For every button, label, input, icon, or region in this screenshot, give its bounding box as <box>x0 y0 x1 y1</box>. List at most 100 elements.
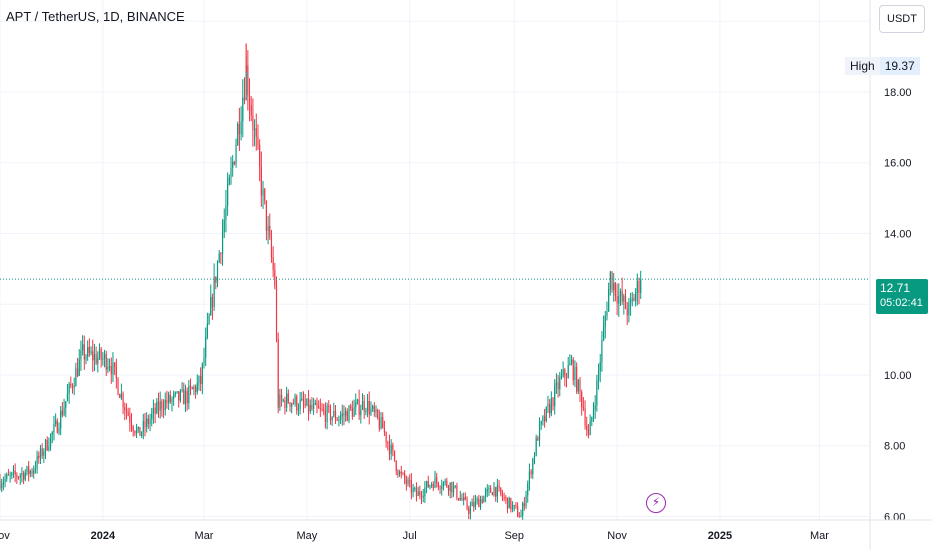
candle-body <box>449 482 451 492</box>
candle-body <box>114 362 116 367</box>
candle-body <box>21 473 23 476</box>
candle-body <box>43 451 45 456</box>
x-tick-label: Jul <box>403 530 417 542</box>
candle-body <box>98 348 101 358</box>
candle-body <box>372 406 374 409</box>
candle-body <box>618 296 620 304</box>
candle-body <box>252 115 254 131</box>
candle-body <box>120 393 122 398</box>
candle-body <box>247 65 249 96</box>
candle-body <box>459 498 461 500</box>
candle-body <box>7 474 10 476</box>
candle-body <box>572 359 574 381</box>
candle-body <box>319 408 321 410</box>
candle-body <box>356 399 359 403</box>
candle-body <box>110 366 112 375</box>
candle-body <box>547 404 549 407</box>
candle-body <box>55 420 57 425</box>
candle-body <box>410 480 412 493</box>
candle-body <box>576 366 578 392</box>
candle-body <box>124 407 126 411</box>
candle-body <box>253 128 256 131</box>
candle-body <box>545 406 547 422</box>
candle-body <box>119 394 121 398</box>
candle-body <box>442 482 445 488</box>
candle-body <box>198 375 200 384</box>
candle-body <box>586 425 588 431</box>
candle-body <box>38 455 40 458</box>
candle-body <box>301 398 303 401</box>
candle-body <box>496 485 498 497</box>
candle-body <box>451 482 453 493</box>
candle-body <box>358 399 360 416</box>
candle-body <box>611 271 613 291</box>
candle-body <box>491 492 493 496</box>
candle-body <box>414 487 416 489</box>
candle-body <box>559 377 561 390</box>
candle-body <box>279 394 281 408</box>
candle-body <box>535 437 537 456</box>
candle-body <box>142 421 144 432</box>
candle-body <box>469 506 472 514</box>
candle-body <box>587 430 590 436</box>
candle-body <box>316 402 318 408</box>
candle-body <box>240 121 242 135</box>
candle-body <box>284 400 286 408</box>
candle-body <box>402 473 404 475</box>
candle-body <box>26 466 28 473</box>
candle-body <box>169 394 171 403</box>
candle-body <box>624 295 627 309</box>
candle-body <box>311 404 313 410</box>
x-tick-label: 2024 <box>91 530 116 542</box>
candle-body <box>264 188 266 201</box>
candle-body <box>353 407 355 417</box>
candle-body <box>107 366 109 370</box>
candle-body <box>28 466 30 474</box>
currency-button[interactable]: USDT <box>879 5 925 33</box>
candle-body <box>562 369 564 376</box>
candle-body <box>382 417 384 429</box>
candle-body <box>606 311 608 317</box>
candle-body <box>115 366 117 379</box>
candle-body <box>233 161 235 165</box>
candle-body <box>164 399 166 411</box>
candle-body <box>87 346 89 357</box>
candle-body <box>259 144 261 167</box>
candle-body <box>0 481 1 489</box>
candle-body <box>614 282 617 296</box>
candle-body <box>154 407 156 414</box>
candle-body <box>97 357 99 364</box>
candle-body <box>186 390 188 404</box>
candle-body <box>490 487 492 493</box>
candle-body <box>582 406 584 409</box>
x-tick-label: May <box>296 530 317 542</box>
candle-body <box>425 481 428 488</box>
candle-body <box>390 444 392 455</box>
candle-body <box>424 487 426 497</box>
candle-body <box>242 97 244 122</box>
candle-body <box>577 379 579 392</box>
candle-body <box>375 409 377 413</box>
candle-body <box>481 499 483 503</box>
candle-body <box>564 369 566 377</box>
candle-body <box>483 496 485 503</box>
candle-body <box>34 468 37 470</box>
candle-body <box>33 469 35 474</box>
candle-body <box>599 361 601 372</box>
candle-body <box>554 386 556 407</box>
candle-body <box>194 386 197 393</box>
candle-body <box>237 123 239 146</box>
candle-body <box>16 474 18 478</box>
candle-body <box>523 503 525 507</box>
candle-body <box>540 421 542 425</box>
candle-body <box>336 419 338 421</box>
candle-body <box>631 298 633 300</box>
candle-body <box>537 437 539 441</box>
candle-body <box>203 357 205 364</box>
lightning-icon[interactable]: ⚡ <box>646 493 666 513</box>
candle-body <box>579 379 581 393</box>
candle-body <box>12 470 15 473</box>
candle-body <box>383 428 386 432</box>
candle-body <box>351 408 353 417</box>
